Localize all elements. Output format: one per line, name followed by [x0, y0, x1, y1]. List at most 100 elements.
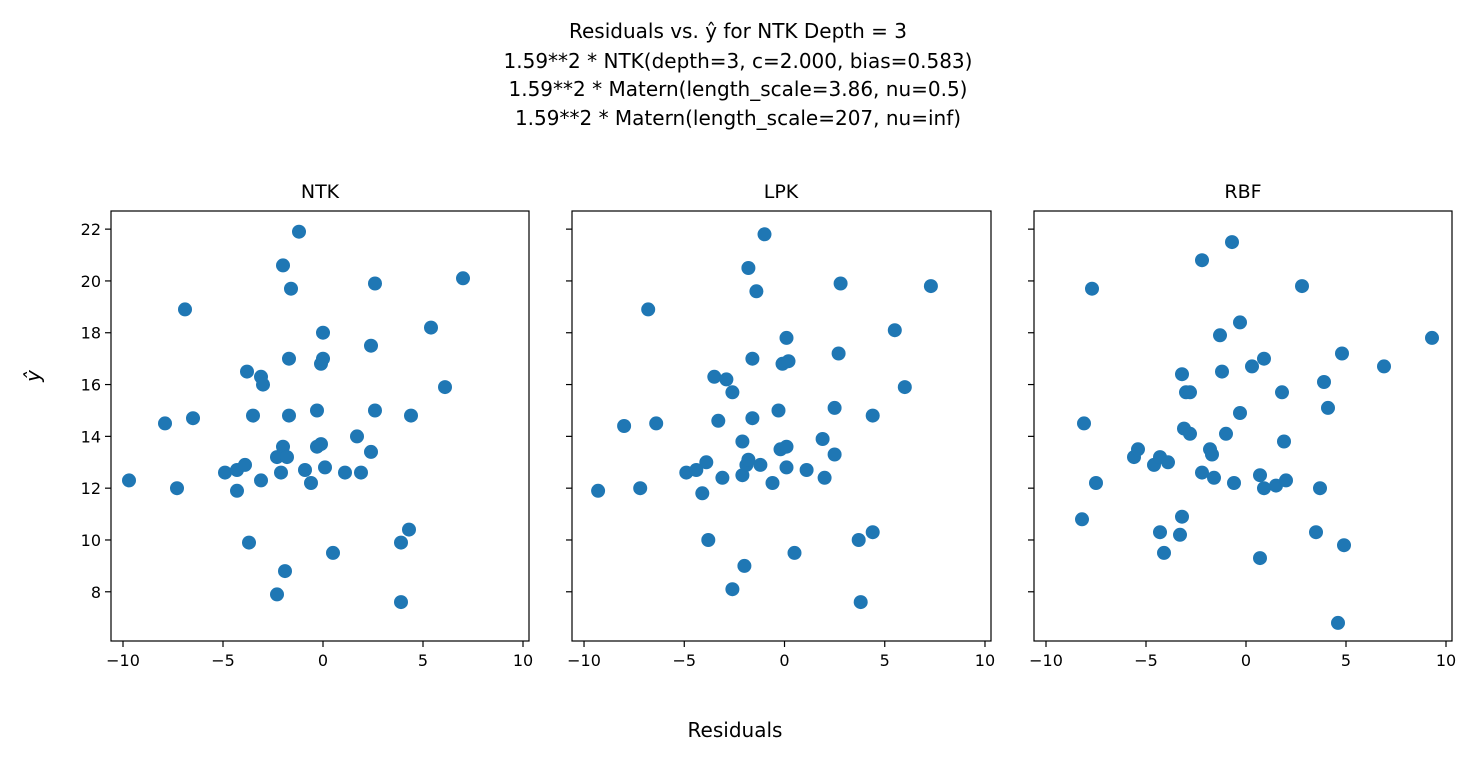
scatter-point [1253, 468, 1267, 483]
x-tick-label: −10 [1029, 651, 1063, 670]
scatter-point [1219, 426, 1233, 441]
panel-title-lpk: LPK [764, 181, 799, 203]
x-tick-label: −5 [672, 651, 696, 670]
panel-title-ntk: NTK [301, 181, 340, 203]
scatter-point [851, 533, 866, 547]
scatter-point [1183, 385, 1197, 400]
y-tick-label: 20 [81, 272, 101, 291]
scatter-point [887, 323, 902, 338]
x-tick-label: 5 [880, 651, 890, 670]
scatter-point [270, 587, 284, 602]
x-tick-label: 5 [1341, 651, 1351, 670]
y-tick-label: 16 [81, 376, 101, 395]
scatter-point [270, 450, 284, 465]
scatter-point [1335, 346, 1349, 361]
scatter-point [1245, 359, 1259, 374]
scatter-point [1331, 615, 1345, 630]
scatter-point [238, 457, 252, 472]
scatter-point [326, 545, 340, 560]
scatter-point [338, 465, 352, 480]
scatter-point [787, 545, 802, 560]
scatter-point [1175, 367, 1189, 382]
scatter-point [725, 385, 740, 400]
scatter-point [1089, 476, 1103, 490]
x-tick-label: −5 [1134, 651, 1158, 670]
scatter-point [282, 408, 296, 423]
x-tick-label: 10 [1436, 651, 1456, 670]
scatter-point [865, 408, 880, 423]
scatter-point [274, 465, 288, 480]
scatter-point [1377, 359, 1391, 374]
scatter-point [1275, 385, 1289, 400]
x-tick-label: −10 [106, 651, 140, 670]
scatter-point [1131, 442, 1145, 457]
y-tick-label: 8 [91, 583, 101, 602]
scatter-point [897, 380, 912, 395]
scatter-point [1161, 455, 1175, 470]
scatter-point [719, 372, 734, 387]
scatter-point [725, 582, 740, 597]
scatter-point [699, 455, 714, 470]
title-line-1: Residuals vs. ŷ for NTK Depth = 3 [569, 19, 907, 43]
scatter-point [815, 432, 830, 446]
scatter-point [394, 595, 408, 610]
scatter-point [923, 279, 938, 294]
panel-ntk: NTK −10 −5 0 5 10 8 10 12 14 16 18 20 22 [81, 181, 534, 670]
scatter-point [771, 403, 786, 418]
scatter-point [781, 354, 796, 369]
axes-frame [110, 210, 530, 642]
scatter-point [354, 465, 368, 480]
x-tick-label: 0 [1241, 651, 1251, 670]
scatter-point [1317, 375, 1331, 389]
scatter-point [1173, 527, 1187, 542]
scatter-point [1085, 281, 1099, 296]
scatter-point [701, 533, 716, 547]
scatter-point [865, 525, 880, 540]
scatter-point [853, 595, 868, 610]
scatter-point [424, 320, 438, 335]
scatter-point [827, 447, 842, 462]
y-tick-label: 10 [81, 531, 101, 550]
scatter-point [827, 400, 842, 415]
scatter-point [799, 463, 814, 477]
scatter-point [779, 439, 794, 454]
scatter-point [695, 486, 710, 501]
scatter-point [641, 302, 656, 317]
scatter-point [1077, 416, 1091, 431]
figure-title: Residuals vs. ŷ for NTK Depth = 3 1.59**… [504, 19, 973, 130]
y-tick-label: 14 [81, 427, 101, 446]
scatter-point [186, 411, 200, 426]
scatter-point [1213, 328, 1227, 343]
scatter-point [1295, 279, 1309, 294]
panel-title-rbf: RBF [1224, 181, 1261, 203]
scatter-point [1227, 476, 1241, 490]
scatter-point [689, 463, 704, 477]
scatter-point [316, 351, 330, 366]
scatter-point [122, 473, 136, 488]
x-tick-label: 10 [975, 651, 995, 670]
scatter-point [779, 330, 794, 345]
scatter-point [745, 411, 760, 426]
scatter-point [276, 258, 290, 273]
scatter-point [284, 281, 298, 296]
scatter-point [591, 483, 606, 498]
scatter-point [1321, 400, 1335, 415]
scatter-point [1207, 470, 1221, 485]
x-tick-label: 5 [418, 651, 428, 670]
panel-lpk: LPK −10 −5 0 5 10 [566, 181, 995, 670]
scatter-point [178, 302, 192, 317]
scatter-point [745, 351, 760, 366]
title-line-4: 1.59**2 * Matern(length_scale=207, nu=in… [515, 106, 961, 130]
scatter-point [298, 463, 312, 477]
panel-rbf: RBF −10 −5 0 5 10 [1028, 181, 1456, 670]
scatter-point [741, 452, 756, 467]
scatter-point [741, 261, 756, 275]
axes-frame [1033, 210, 1453, 642]
scatter-point [438, 380, 452, 395]
scatter-point [1257, 351, 1271, 366]
y-tick-label: 12 [81, 479, 101, 498]
scatter-point [1153, 525, 1167, 540]
scatter-point [737, 558, 752, 573]
scatter-point [282, 351, 296, 366]
